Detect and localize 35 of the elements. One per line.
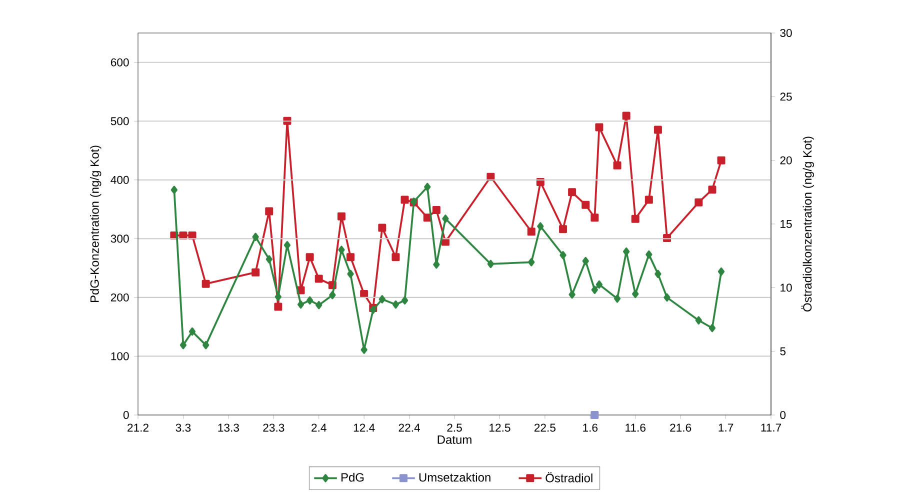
y-tick-label: 500 (110, 117, 129, 126)
y2-tick-label: 10 (780, 284, 792, 292)
x-tick-label: 12.5 (490, 424, 510, 432)
x-tick-label: 22.4 (398, 424, 420, 432)
x-tick-label: 11.7 (761, 424, 782, 432)
y-tick-label: 100 (111, 352, 129, 360)
y-tick-label: 600 (110, 58, 129, 66)
x-tick-label: 3.3 (176, 424, 191, 432)
legend-label: Östradiol (546, 472, 592, 482)
y-tick-label: 300 (110, 234, 129, 243)
x-tick-label: 1.7 (718, 424, 734, 432)
y-tick-label: 0 (123, 410, 129, 419)
x-tick-label: 2.5 (447, 424, 462, 432)
y-tick-label: 400 (110, 176, 129, 184)
y2-tick-label: 0 (780, 410, 786, 419)
x-tick-label: 13.3 (218, 424, 239, 432)
y-tick-label: 200 (110, 293, 129, 302)
y2-tick-label: 30 (780, 28, 792, 37)
x-tick-label: 22.5 (534, 424, 556, 432)
y2-axis-title: Östradiolkonzentration (ng/g Kot) (801, 136, 814, 312)
x-tick-label: 21.2 (128, 424, 148, 432)
y2-tick-label: 15 (780, 220, 792, 228)
x-tick-label: 1.6 (583, 424, 598, 432)
x-tick-label: 11.6 (626, 424, 646, 432)
y2-tick-label: 20 (780, 156, 792, 164)
x-tick-label: 23.3 (263, 424, 284, 432)
y2-tick-label: 5 (780, 347, 786, 356)
legend-label: PdG (341, 472, 364, 482)
legend-label: Umsetzaktion (419, 472, 490, 482)
x-tick-label: 2.4 (312, 424, 326, 432)
x-tick-label: 21.6 (670, 424, 692, 432)
y-axis-title: PdG-Konzentration (ng/g Kot) (90, 146, 102, 302)
x-axis-title: Datum (438, 436, 472, 444)
x-tick-label: 12.4 (354, 424, 375, 432)
y2-tick-label: 25 (780, 92, 792, 101)
